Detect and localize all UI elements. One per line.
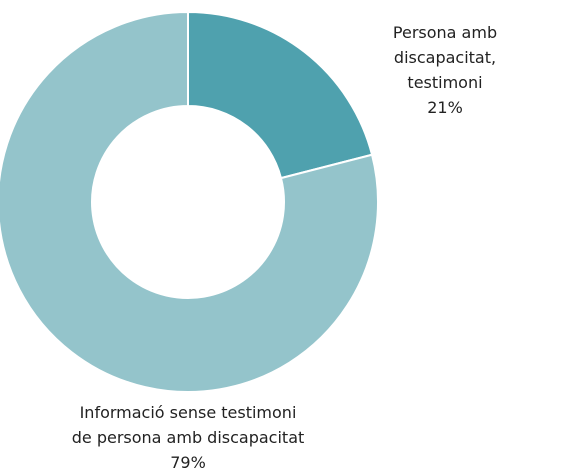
slice-label: Informació sense testimoni de persona am… bbox=[72, 400, 305, 475]
value-label: 21% bbox=[427, 98, 463, 117]
slice-label: Persona amb discapacitat, testimoni 21% bbox=[375, 20, 516, 120]
donut-slice bbox=[187, 10, 374, 180]
value-label: 79% bbox=[170, 453, 206, 472]
category-label: Persona amb discapacitat, testimoni bbox=[392, 23, 498, 92]
category-label: Informació sense testimoni de persona am… bbox=[71, 403, 305, 447]
donut-slice bbox=[0, 10, 379, 393]
